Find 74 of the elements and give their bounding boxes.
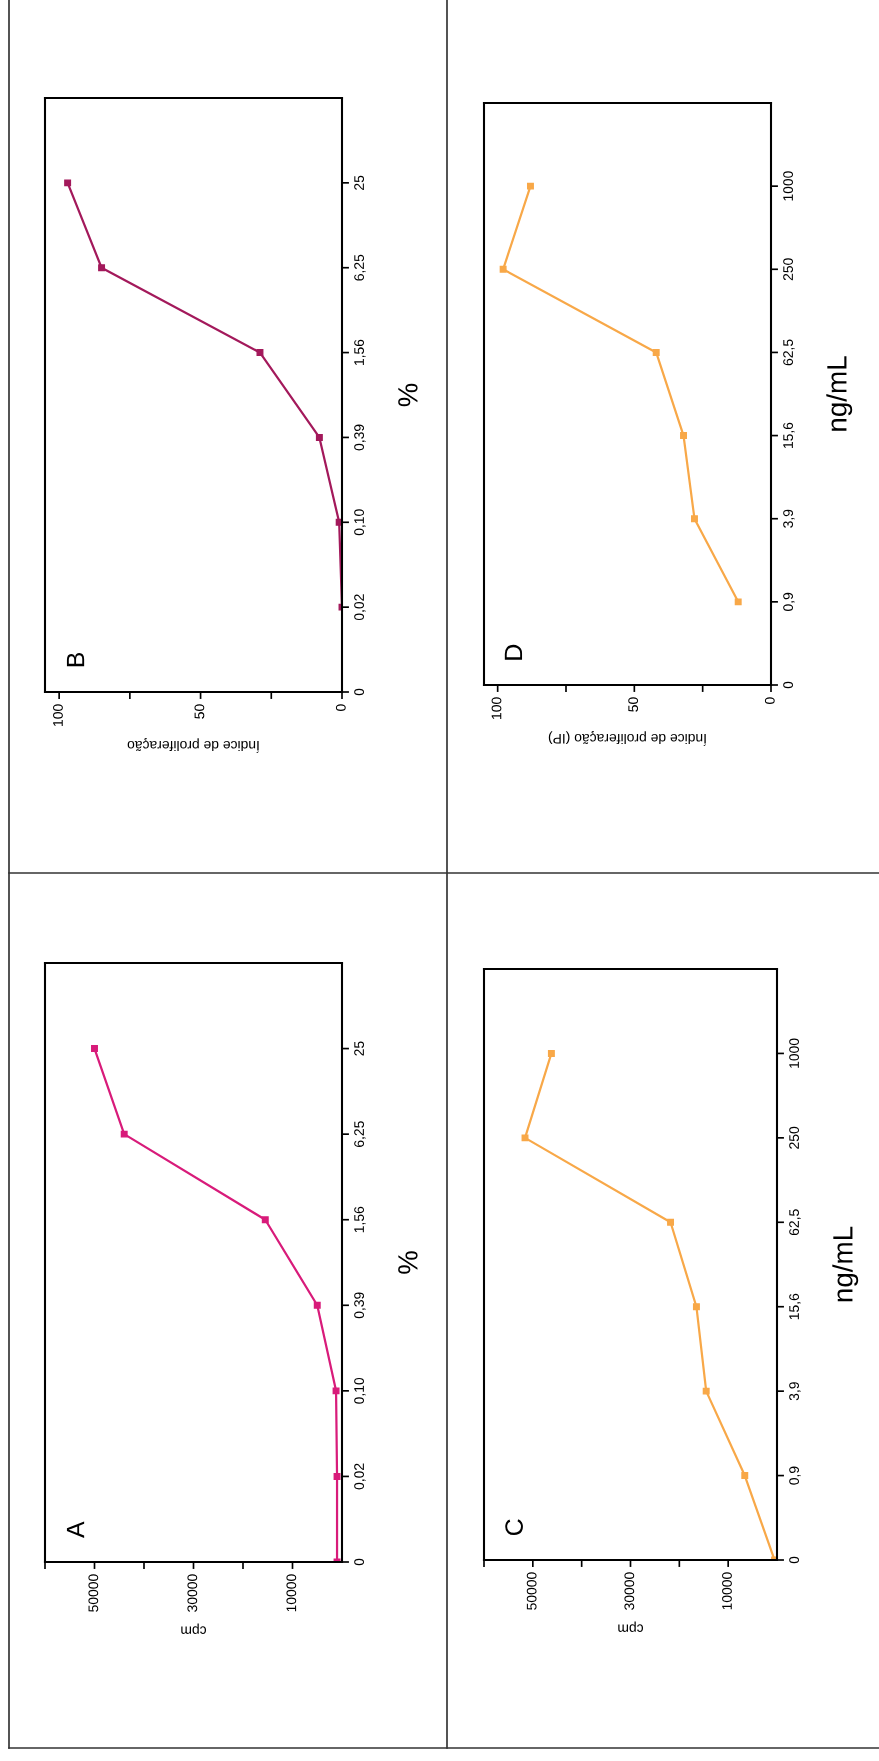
y-tick-label: 62,5: [783, 339, 795, 366]
point: [98, 264, 106, 272]
y-tick-label: 15,6: [783, 422, 795, 449]
x-tick-label: 50000: [88, 1574, 99, 1612]
point: [333, 1472, 341, 1480]
y-tick-label: 25: [354, 1041, 365, 1056]
point: [332, 1387, 340, 1395]
point: [652, 348, 660, 356]
y-tick-label: 0,10: [354, 509, 366, 536]
y-tick-label: 1,56: [354, 339, 366, 366]
point: [692, 1303, 700, 1311]
x-tick-label: 100: [53, 704, 63, 726]
text: C: [505, 1519, 523, 1536]
y-tick-label: 250: [783, 258, 794, 281]
y-tick-label: 0,10: [354, 1377, 366, 1404]
point: [256, 349, 264, 357]
x-axis-title: Índice de proliferação: [127, 738, 259, 754]
point: [91, 1045, 98, 1053]
point: [499, 265, 507, 273]
point: [667, 1218, 675, 1226]
y-tick-label: 0,02: [354, 594, 366, 621]
y-tick-label: 0: [354, 688, 365, 696]
point: [120, 1130, 128, 1138]
y-tick-label: 1000: [789, 1038, 800, 1068]
text: A: [66, 1521, 85, 1538]
y-tick-label: 1000: [783, 171, 794, 201]
x-axis-title: cpm: [181, 1623, 207, 1634]
y-tick-label: 0,02: [354, 1463, 366, 1490]
x-tick-label: 100: [491, 697, 502, 719]
point: [734, 598, 742, 606]
y-axis-title: %: [398, 383, 418, 407]
point: [315, 433, 323, 441]
x-axis-title: cpm: [618, 1621, 644, 1632]
y-tick-label: 1,56: [354, 1206, 366, 1233]
y-tick-label: 0: [783, 681, 794, 689]
x-tick-label: 30000: [187, 1574, 198, 1612]
x-tick-label: 0: [335, 704, 346, 711]
x-tick-label: 0: [764, 697, 775, 704]
y-tick-label: 0,39: [354, 1292, 366, 1319]
y-tick-label: 0,39: [354, 424, 366, 451]
point: [526, 182, 534, 190]
y-tick-label: 0: [354, 1558, 365, 1566]
x-tick-label: 10000: [286, 1574, 297, 1612]
x-tick-label: 50000: [526, 1572, 537, 1610]
point: [702, 1387, 710, 1395]
point: [261, 1216, 269, 1224]
text: B: [66, 652, 85, 667]
y-tick-label: 0,9: [789, 1466, 801, 1485]
y-axis-title: ng/mL: [832, 1226, 859, 1302]
x-tick-label: 50: [628, 697, 639, 712]
y-tick-label: 0: [789, 1556, 800, 1564]
point: [547, 1049, 555, 1057]
text: D: [504, 644, 523, 660]
point: [680, 432, 688, 440]
y-tick-label: 6,25: [354, 1121, 366, 1147]
y-tick-label: 15,6: [789, 1293, 801, 1320]
point: [741, 1472, 749, 1480]
x-axis-title: Índice de proliferação (IP): [548, 731, 707, 747]
x-tick-label: 50: [194, 704, 205, 719]
y-tick-label: 6,25: [354, 254, 366, 281]
point: [690, 515, 698, 523]
y-tick-label: 250: [789, 1126, 800, 1149]
y-tick-label: 3,9: [783, 509, 795, 528]
point: [313, 1301, 321, 1309]
x-tick-label: 30000: [624, 1572, 635, 1610]
x-tick-label: 10000: [722, 1572, 732, 1610]
y-tick-label: 62,5: [789, 1209, 801, 1236]
y-axis-title: %: [398, 1251, 418, 1274]
y-tick-label: 0,9: [783, 592, 795, 611]
y-tick-label: 3,9: [789, 1382, 801, 1401]
point: [521, 1134, 529, 1142]
point: [64, 179, 72, 187]
y-axis-title: ng/mL: [826, 356, 853, 431]
y-tick-label: 25: [354, 175, 365, 190]
